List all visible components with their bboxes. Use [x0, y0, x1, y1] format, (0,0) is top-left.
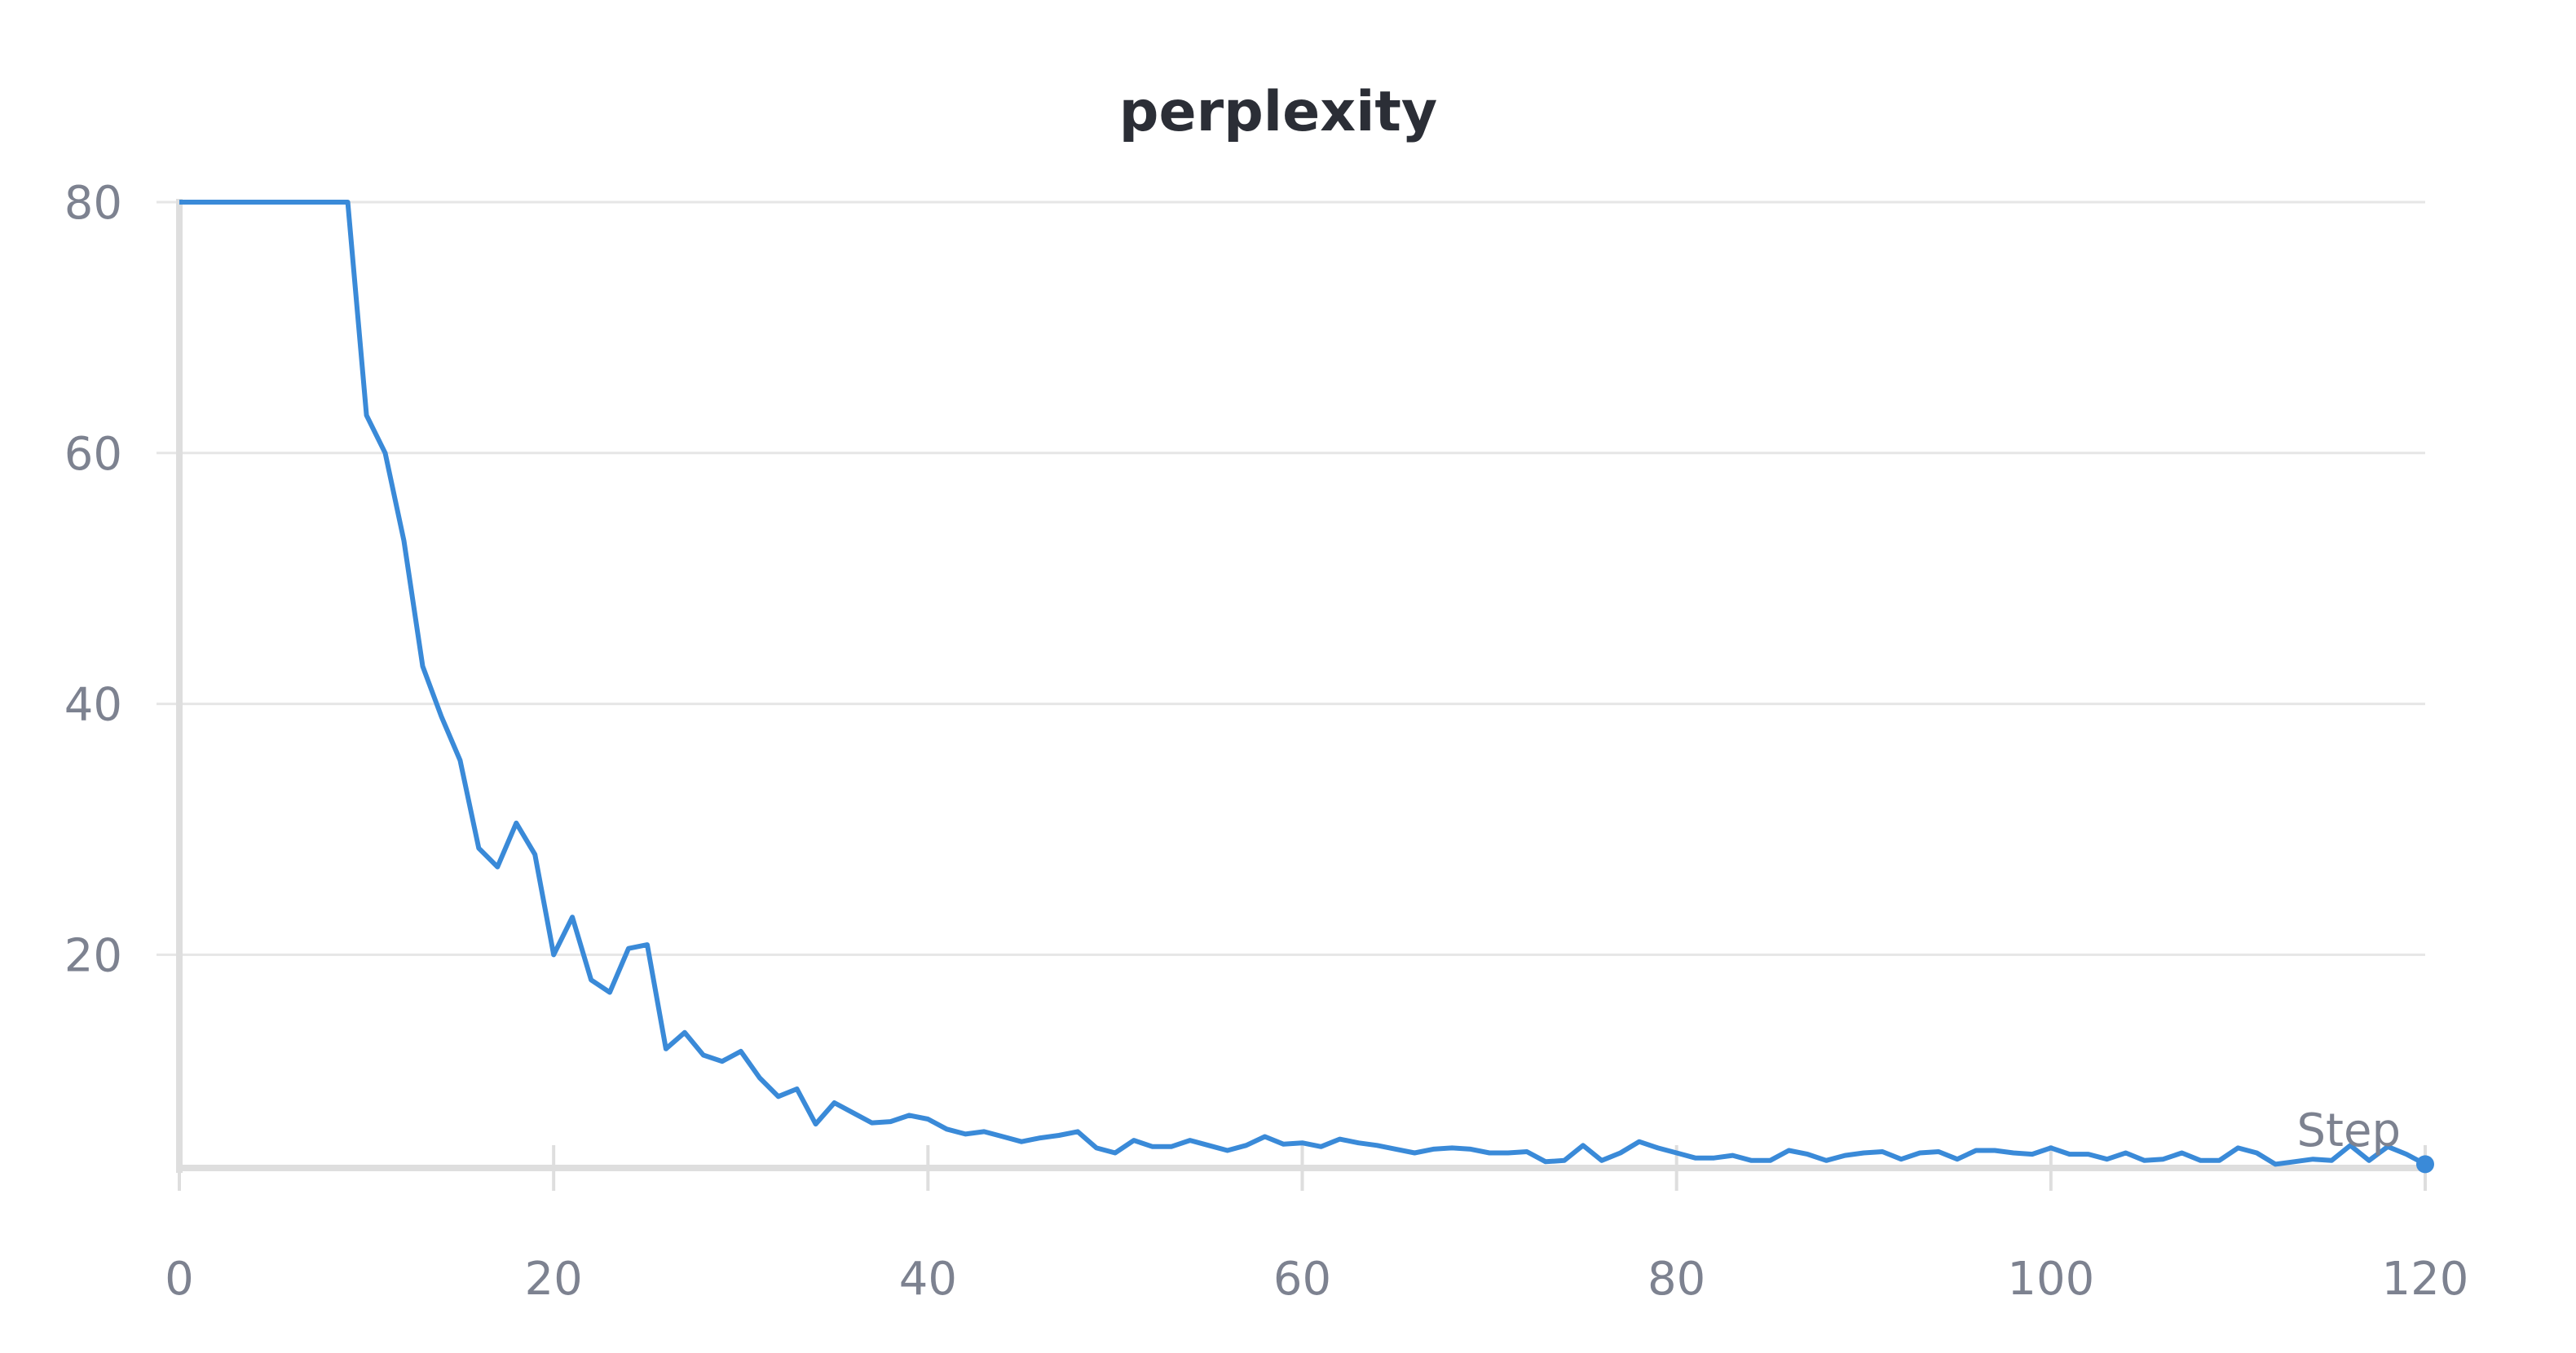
x-tick-label: 80 [1647, 1253, 1705, 1306]
chart-title: perplexity [1119, 80, 1437, 144]
series-end-point [2416, 1155, 2434, 1174]
x-axis-ticks: 0 20 40 60 80 100 120 [165, 1145, 2468, 1306]
y-tick-label: 20 [64, 929, 122, 982]
x-axis-label: Step [2296, 1104, 2401, 1157]
y-axis-ticks: 20 40 60 80 [64, 177, 122, 982]
x-tick-label: 40 [899, 1253, 957, 1306]
x-tick-label: 100 [2007, 1253, 2094, 1306]
x-tick-label: 0 [165, 1253, 194, 1306]
axes [176, 199, 2425, 1173]
series-group [179, 200, 2434, 1174]
x-tick-label: 20 [525, 1253, 583, 1306]
x-tick-label: 120 [2382, 1253, 2469, 1306]
y-tick-label: 40 [64, 679, 122, 732]
y-tick-label: 80 [64, 177, 122, 230]
y-tick-label: 60 [64, 428, 122, 481]
grid-lines [157, 201, 2425, 956]
x-tick-label: 60 [1273, 1253, 1331, 1306]
series-line [179, 200, 2427, 1167]
